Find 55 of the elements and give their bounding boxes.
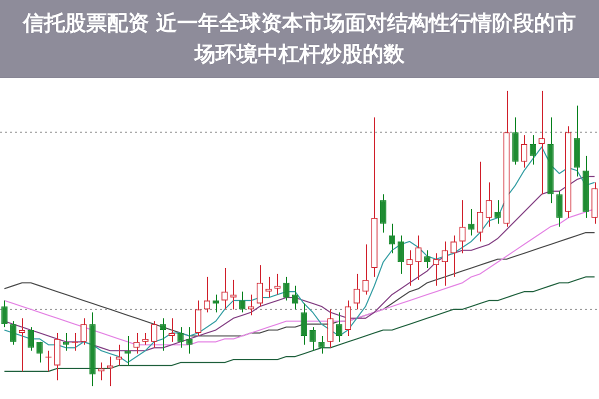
candlestick — [292, 285, 298, 310]
candlestick — [36, 341, 43, 364]
candlestick — [300, 302, 308, 346]
candlestick — [160, 318, 166, 352]
candlestick — [186, 326, 193, 354]
candlestick — [106, 356, 114, 387]
candlestick — [221, 268, 228, 310]
candlestick — [406, 250, 413, 286]
candlestick — [556, 190, 563, 228]
candlestick — [415, 235, 422, 280]
candlestick — [18, 318, 26, 372]
candlestick — [476, 161, 484, 242]
candlestick — [98, 362, 104, 381]
candlestick — [124, 335, 131, 366]
candlestick — [424, 250, 430, 269]
candlestick — [344, 300, 352, 336]
chart-title: 信托股票配资 近一年全球资本市场面对结构性行情阶段的市场环境中杠杆炒股的数 — [0, 0, 599, 78]
candlestick — [212, 294, 219, 313]
candlestick — [248, 294, 254, 316]
candlestick — [442, 240, 448, 286]
candlestick — [10, 320, 16, 346]
candlestick — [204, 276, 210, 313]
candlestick — [450, 235, 457, 278]
candlestick — [80, 318, 87, 346]
candlestick — [28, 326, 34, 352]
candlestick — [150, 320, 158, 348]
candlestick — [388, 223, 396, 254]
candlestick — [398, 235, 404, 274]
candlestick — [538, 90, 545, 195]
candlestick — [336, 312, 342, 342]
candlestick — [177, 326, 184, 348]
candlestick — [116, 344, 122, 366]
candlestick — [520, 134, 528, 168]
candlestick — [274, 273, 281, 296]
candlestick — [62, 332, 70, 352]
candlestick — [1, 300, 8, 328]
candlestick — [327, 308, 334, 348]
candlestick — [486, 182, 492, 228]
candlestick — [468, 208, 474, 236]
candlestick — [195, 300, 202, 336]
candlestick — [310, 326, 316, 352]
candlestick — [494, 200, 501, 224]
candlestick — [318, 335, 325, 354]
candlestick — [133, 332, 140, 354]
candlestick — [354, 273, 360, 310]
candlestick — [142, 332, 149, 346]
candlestick — [283, 276, 290, 302]
candlestick — [432, 252, 440, 286]
candlestick — [459, 200, 466, 254]
candlestick — [530, 134, 536, 166]
candlestick — [230, 279, 237, 310]
candlestick — [168, 318, 175, 342]
candlestick — [256, 264, 264, 307]
candlestick — [380, 194, 386, 234]
candlestick — [266, 276, 272, 298]
